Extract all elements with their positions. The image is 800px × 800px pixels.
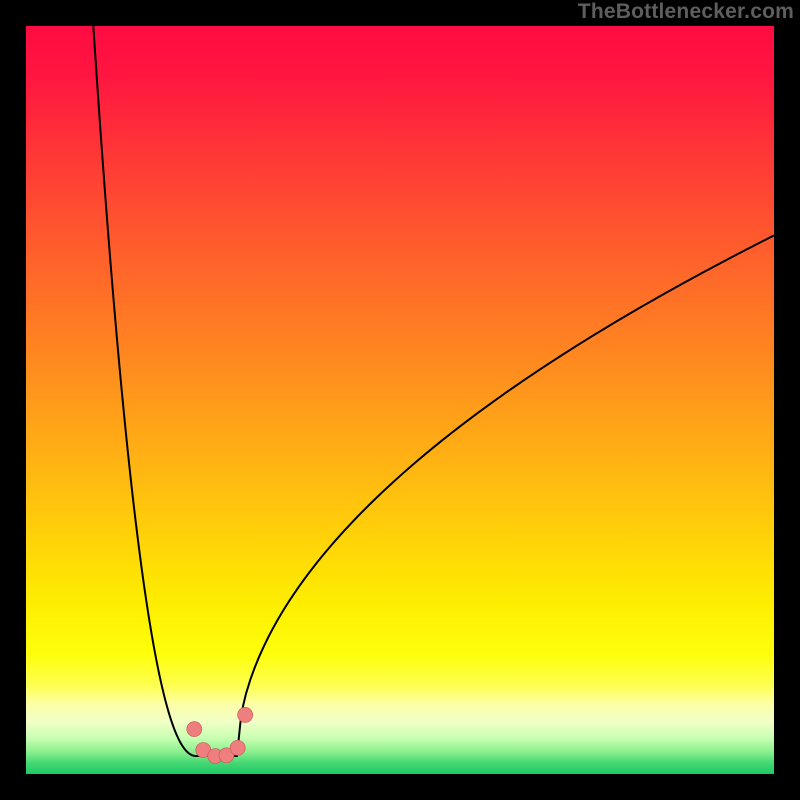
bottleneck-chart xyxy=(0,0,800,800)
data-marker xyxy=(238,707,253,722)
gradient-background xyxy=(26,26,774,774)
chart-stage: TheBottlenecker.com xyxy=(0,0,800,800)
data-marker xyxy=(187,722,202,737)
data-marker xyxy=(230,740,245,755)
watermark-text: TheBottlenecker.com xyxy=(578,0,800,24)
